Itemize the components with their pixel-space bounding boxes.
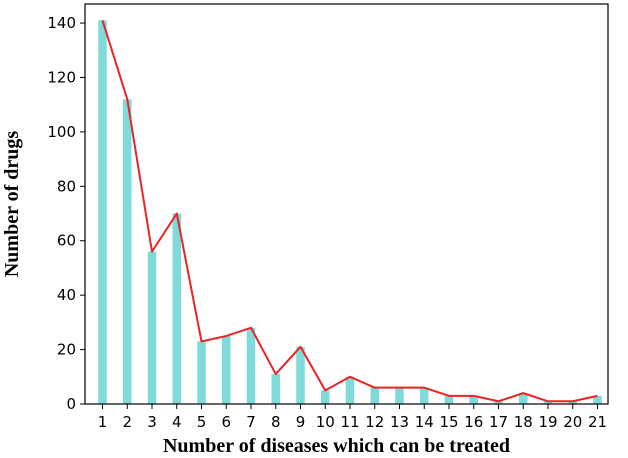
x-tick-label-7: 7 [246,413,256,431]
bar-5 [197,341,206,404]
bar-3 [147,251,157,404]
y-tick-label-40: 40 [57,286,76,304]
y-tick-label-0: 0 [66,395,76,413]
line-layer [101,20,598,403]
bar-21 [593,395,602,404]
x-tick-label-6: 6 [221,413,231,431]
x-tick-label-14: 14 [415,413,434,431]
x-tick-label-15: 15 [439,413,458,431]
plot-frame [84,3,609,405]
bar-7 [246,327,256,404]
x-tick-label-4: 4 [172,413,182,431]
bar-20 [568,401,577,404]
x-tick-label-12: 12 [365,413,384,431]
bars-layer [98,20,602,404]
y-tick-label-80: 80 [57,177,76,195]
bar-18 [519,393,528,404]
bar-9 [296,346,305,404]
x-tick-label-19: 19 [538,413,557,431]
bar-6 [222,335,231,404]
bar-16 [469,395,478,404]
y-tick-label-100: 100 [47,123,76,141]
x-tick-label-17: 17 [489,413,508,431]
bar-17 [494,401,503,404]
bar-4 [172,213,181,404]
x-tick-label-5: 5 [197,413,207,431]
y-tick-label-120: 120 [47,68,76,86]
bar-14 [420,387,429,404]
bar-19 [543,401,553,404]
series-line [101,20,598,403]
x-tick-label-3: 3 [147,413,157,431]
x-tick-label-18: 18 [514,413,533,431]
x-tick-label-20: 20 [563,413,582,431]
x-tick-label-21: 21 [588,413,607,431]
bar-11 [345,376,355,404]
bar-10 [321,390,330,404]
y-tick-label-20: 20 [57,341,76,359]
bar-8 [271,374,280,404]
bar-13 [395,387,404,404]
x-tick-label-16: 16 [464,413,483,431]
bar-1 [98,20,107,404]
bar-12 [370,387,379,404]
x-tick-label-9: 9 [296,413,306,431]
bar-15 [444,395,454,404]
x-tick-label-1: 1 [98,413,108,431]
x-tick-label-10: 10 [316,413,335,431]
x-tick-label-11: 11 [340,413,359,431]
y-tick-label-60: 60 [57,232,76,250]
bar-2 [123,99,132,404]
y-axis-title: Number of drugs [1,131,23,278]
x-tick-label-8: 8 [271,413,281,431]
x-tick-label-13: 13 [390,413,409,431]
x-tick-label-2: 2 [122,413,132,431]
x-axis-title: Number of diseases which can be treated [163,435,510,457]
y-tick-label-140: 140 [47,14,76,32]
